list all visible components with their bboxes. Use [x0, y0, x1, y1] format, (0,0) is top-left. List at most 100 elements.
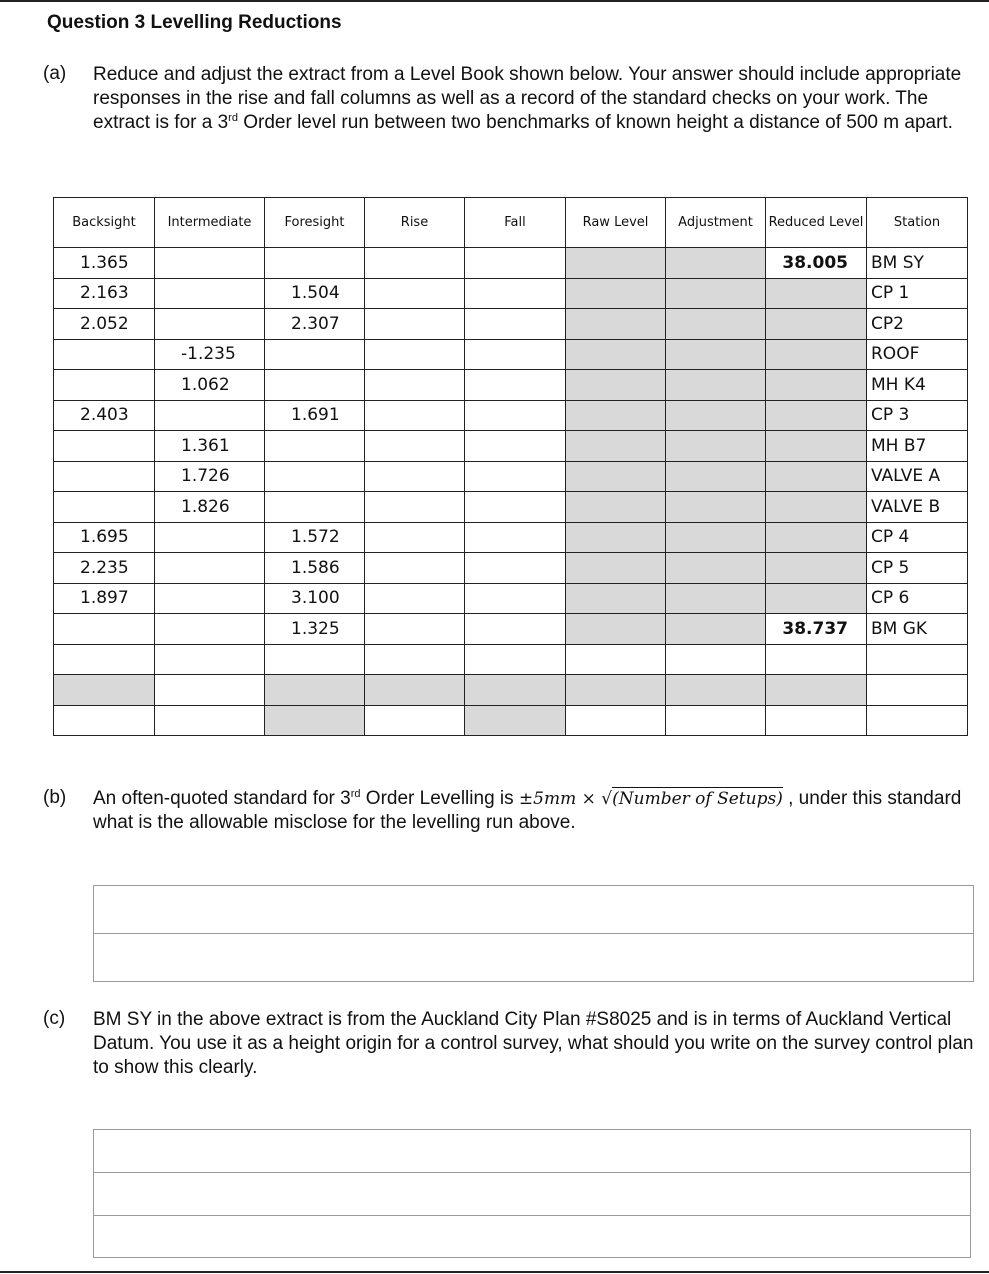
intermediate-cell[interactable]	[154, 552, 265, 584]
answer-line[interactable]	[94, 934, 973, 981]
rise-cell[interactable]	[364, 277, 465, 309]
station-cell: BM GK	[866, 613, 968, 645]
foresight-cell[interactable]	[264, 460, 365, 492]
station-cell: BM SY	[866, 247, 968, 279]
adjustment-cell	[665, 247, 766, 279]
table-row: 2.052 2.307 CP2	[53, 308, 968, 340]
foresight-cell[interactable]	[264, 369, 365, 401]
adjustment-cell	[665, 613, 766, 645]
backsight-cell[interactable]	[53, 460, 155, 492]
adjustment-check-cell[interactable]	[665, 704, 766, 736]
reduced-level-check-cell[interactable]	[765, 704, 867, 736]
intermediate-check-cell[interactable]	[154, 674, 265, 706]
adjustment-cell	[665, 430, 766, 462]
rise-cell[interactable]	[364, 399, 465, 431]
station-check-cell[interactable]	[866, 643, 968, 675]
reduced-level-cell	[765, 491, 867, 523]
raw-level-cell	[565, 277, 666, 309]
raw-level-cell	[565, 247, 666, 279]
answer-line[interactable]	[94, 1130, 970, 1173]
foresight-cell[interactable]	[264, 338, 365, 370]
rise-cell[interactable]	[364, 308, 465, 340]
rise-check-cell[interactable]	[364, 643, 465, 675]
backsight-check-cell[interactable]	[53, 704, 155, 736]
adjustment-cell	[665, 552, 766, 584]
rise-cell[interactable]	[364, 460, 465, 492]
table-row: 1.062 MH K4	[53, 369, 968, 401]
raw-level-check-cell[interactable]	[565, 643, 666, 675]
fall-cell[interactable]	[464, 613, 566, 645]
foresight-cell[interactable]	[264, 430, 365, 462]
intermediate-cell[interactable]	[154, 399, 265, 431]
fall-cell[interactable]	[464, 277, 566, 309]
intermediate-check-cell[interactable]	[154, 643, 265, 675]
fall-check-cell[interactable]	[464, 643, 566, 675]
station-check-cell[interactable]	[866, 704, 968, 736]
fall-cell[interactable]	[464, 582, 566, 614]
answer-line[interactable]	[94, 1216, 970, 1257]
station-check-cell[interactable]	[866, 674, 968, 706]
fall-cell[interactable]	[464, 552, 566, 584]
part-c-answer-box[interactable]	[93, 1129, 971, 1258]
intermediate-cell[interactable]	[154, 247, 265, 279]
column-header: Adjustment	[665, 197, 766, 248]
fall-cell[interactable]	[464, 308, 566, 340]
fall-cell[interactable]	[464, 460, 566, 492]
rise-cell[interactable]	[364, 338, 465, 370]
raw-level-cell	[565, 369, 666, 401]
rise-cell[interactable]	[364, 369, 465, 401]
intermediate-cell[interactable]	[154, 613, 265, 645]
adjustment-cell	[665, 582, 766, 614]
backsight-cell[interactable]	[53, 491, 155, 523]
rise-cell[interactable]	[364, 582, 465, 614]
foresight-cell[interactable]	[264, 247, 365, 279]
rise-cell[interactable]	[364, 521, 465, 553]
backsight-cell: 2.403	[53, 399, 155, 431]
intermediate-cell: 1.361	[154, 430, 265, 462]
answer-line[interactable]	[94, 1173, 970, 1216]
answer-line[interactable]	[94, 886, 973, 934]
fall-cell[interactable]	[464, 491, 566, 523]
rise-cell[interactable]	[364, 491, 465, 523]
intermediate-cell[interactable]	[154, 521, 265, 553]
reduced-level-cell: 38.737	[765, 613, 867, 645]
backsight-check-cell[interactable]	[53, 643, 155, 675]
intermediate-cell[interactable]	[154, 308, 265, 340]
foresight-cell[interactable]	[264, 491, 365, 523]
station-cell: CP2	[866, 308, 968, 340]
fall-cell[interactable]	[464, 430, 566, 462]
backsight-cell[interactable]	[53, 613, 155, 645]
fall-check-cell	[464, 704, 566, 736]
intermediate-cell[interactable]	[154, 582, 265, 614]
raw-level-check-cell[interactable]	[565, 704, 666, 736]
rise-cell[interactable]	[364, 613, 465, 645]
part-b-answer-box[interactable]	[93, 885, 974, 982]
backsight-cell[interactable]	[53, 338, 155, 370]
intermediate-check-cell[interactable]	[154, 704, 265, 736]
backsight-cell[interactable]	[53, 430, 155, 462]
part-b-label: (b)	[43, 787, 67, 808]
fall-cell[interactable]	[464, 338, 566, 370]
part-a-text: Reduce and adjust the extract from a Lev…	[93, 64, 962, 133]
column-header: Foresight	[264, 197, 365, 248]
fall-cell[interactable]	[464, 521, 566, 553]
rise-cell[interactable]	[364, 247, 465, 279]
rise-cell[interactable]	[364, 552, 465, 584]
rise-check-cell[interactable]	[364, 704, 465, 736]
fall-cell[interactable]	[464, 399, 566, 431]
foresight-check-cell[interactable]	[264, 643, 365, 675]
fall-cell[interactable]	[464, 247, 566, 279]
reduced-level-cell	[765, 338, 867, 370]
rise-cell[interactable]	[364, 430, 465, 462]
intermediate-cell[interactable]	[154, 277, 265, 309]
reduced-level-check-cell	[765, 674, 867, 706]
table-row: 1.826 VALVE B	[53, 491, 968, 523]
fall-cell[interactable]	[464, 369, 566, 401]
reduced-level-check-cell[interactable]	[765, 643, 867, 675]
intermediate-cell: -1.235	[154, 338, 265, 370]
backsight-cell[interactable]	[53, 369, 155, 401]
column-header: Rise	[364, 197, 465, 248]
rise-check-cell	[364, 674, 465, 706]
adjustment-check-cell[interactable]	[665, 643, 766, 675]
foresight-cell: 1.325	[264, 613, 365, 645]
